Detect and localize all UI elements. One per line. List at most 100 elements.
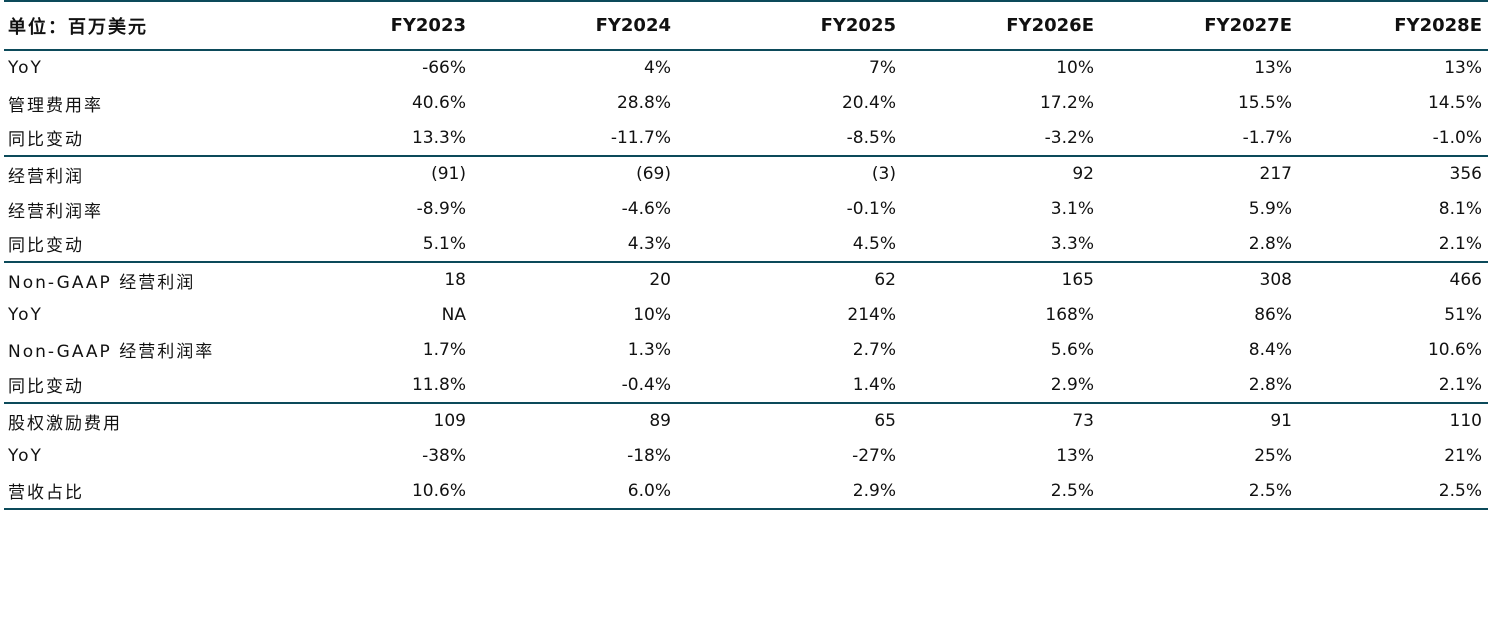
table-cell: 15.5% (1237, 93, 1292, 114)
table-cell: 2.8% (1248, 374, 1292, 395)
header-row: 单位：百万美元 FY2023 FY2024 FY2025 FY2026E FY2… (4, 0, 1488, 51)
table-cell: 2.1% (1438, 233, 1482, 254)
table-cell: -4.6% (621, 199, 671, 220)
row-label: 管理费用率 (8, 95, 103, 116)
year-header: FY2024 (472, 0, 677, 51)
table-cell: 86% (1254, 305, 1292, 326)
table-cell: 2.5% (1298, 473, 1488, 510)
table-cell: -1.0% (1432, 127, 1482, 148)
table-cell: 2.5% (902, 473, 1100, 510)
table-cell: -8.5% (846, 127, 896, 148)
row-label: 经营利润率 (8, 201, 103, 222)
table-cell: 2.9% (677, 473, 902, 510)
table-cell: 308 (1100, 261, 1298, 298)
table-row: 经营利润 (91) (69) (3) 92 217 356 (4, 155, 1488, 192)
table-cell: 2.9% (1050, 374, 1094, 395)
table-cell: 14.5% (1427, 93, 1482, 114)
row-label: 同比变动 (8, 377, 84, 398)
table-header: 单位：百万美元 FY2023 FY2024 FY2025 FY2026E FY2… (4, 0, 1488, 51)
table-cell: 13% (1444, 58, 1482, 79)
table-cell: 356 (1298, 155, 1488, 192)
row-label: 营收占比 (4, 473, 304, 510)
table-row: 同比变动 5.1% 4.3% 4.5% 3.3% 2.8% 2.1% (4, 226, 1488, 262)
table-row: YoY -38% -18% -27% 13% 25% 21% (4, 439, 1488, 474)
table-cell: 13% (1056, 445, 1094, 466)
table-cell: 20.4% (841, 93, 896, 114)
table-cell: -1.7% (1242, 127, 1292, 148)
table-cell: 4.3% (627, 233, 671, 254)
table-cell: 4.5% (852, 233, 896, 254)
table-cell: 73 (902, 401, 1100, 439)
table-cell: -0.4% (621, 374, 671, 395)
table-cell: 110 (1298, 401, 1488, 439)
table-cell: -11.7% (610, 127, 671, 148)
table-cell: 91 (1100, 401, 1298, 439)
row-label: 同比变动 (8, 130, 84, 151)
table-row: 经营利润率 -8.9% -4.6% -0.1% 3.1% 5.9% 8.1% (4, 192, 1488, 227)
table-row: 管理费用率 40.6% 28.8% 20.4% 17.2% 15.5% 14.5… (4, 86, 1488, 121)
table-cell: 2.7% (852, 339, 896, 360)
year-header: FY2026E (902, 0, 1100, 51)
table-cell: 10.6% (304, 473, 472, 510)
table-row: YoY NA 10% 214% 168% 86% 51% (4, 298, 1488, 333)
table-row: 营收占比 10.6% 6.0% 2.9% 2.5% 2.5% 2.5% (4, 473, 1488, 510)
year-header: FY2027E (1100, 0, 1298, 51)
table-row: Non-GAAP 经营利润率 1.7% 1.3% 2.7% 5.6% 8.4% … (4, 333, 1488, 368)
table-cell: 10.6% (1427, 339, 1482, 360)
table-row: YoY -66% 4% 7% 10% 13% 13% (4, 50, 1488, 86)
table-cell: 20 (472, 261, 677, 298)
table-cell: 1.7% (422, 339, 466, 360)
table-cell: 2.8% (1248, 233, 1292, 254)
table-cell: -66% (422, 58, 466, 79)
table-cell: 21% (1444, 445, 1482, 466)
table-cell: 92 (902, 155, 1100, 192)
table-cell: 2.1% (1438, 374, 1482, 395)
table-cell: 17.2% (1039, 93, 1094, 114)
table-cell: 28.8% (616, 93, 671, 114)
row-label: YoY (8, 58, 43, 79)
table-cell: 2.5% (1100, 473, 1298, 510)
table-row: Non-GAAP 经营利润 18 20 62 165 308 466 (4, 261, 1488, 298)
table-cell: 8.4% (1248, 339, 1292, 360)
table-cell: 62 (677, 261, 902, 298)
row-label: Non-GAAP 经营利润率 (8, 342, 215, 363)
table-cell: 217 (1100, 155, 1298, 192)
unit-label: 单位：百万美元 (4, 0, 304, 51)
table-cell: 10% (633, 305, 671, 326)
table-cell: -3.2% (1044, 127, 1094, 148)
table-cell: 7% (869, 58, 896, 79)
row-label: 经营利润 (4, 155, 304, 192)
table-cell: NA (441, 305, 466, 326)
table-cell: (91) (304, 155, 472, 192)
table-cell: -18% (627, 445, 671, 466)
table-cell: 1.3% (627, 339, 671, 360)
row-label: 同比变动 (8, 236, 84, 257)
table-cell: 5.9% (1248, 199, 1292, 220)
table-cell: 18 (304, 261, 472, 298)
table-cell: 8.1% (1438, 199, 1482, 220)
table-cell: 6.0% (472, 473, 677, 510)
year-header: FY2028E (1298, 0, 1488, 51)
table-cell: -27% (852, 445, 896, 466)
table-cell: 40.6% (411, 93, 466, 114)
table-cell: (69) (472, 155, 677, 192)
table-cell: 65 (677, 401, 902, 439)
table-cell: 89 (472, 401, 677, 439)
table-cell: 214% (847, 305, 896, 326)
table-cell: 10% (1056, 58, 1094, 79)
year-header: FY2025 (677, 0, 902, 51)
table-cell: 1.4% (852, 374, 896, 395)
table-cell: 109 (304, 401, 472, 439)
table-cell: 5.6% (1050, 339, 1094, 360)
table-cell: 5.1% (422, 233, 466, 254)
table-cell: -8.9% (416, 199, 466, 220)
table-cell: 168% (1045, 305, 1094, 326)
table-row: 同比变动 11.8% -0.4% 1.4% 2.9% 2.8% 2.1% (4, 367, 1488, 403)
row-label: Non-GAAP 经营利润 (4, 261, 304, 298)
year-header: FY2023 (304, 0, 472, 51)
table-cell: 13.3% (411, 127, 466, 148)
table-cell: -38% (422, 445, 466, 466)
row-label: YoY (8, 445, 43, 466)
table-cell: 466 (1298, 261, 1488, 298)
table-cell: 25% (1254, 445, 1292, 466)
